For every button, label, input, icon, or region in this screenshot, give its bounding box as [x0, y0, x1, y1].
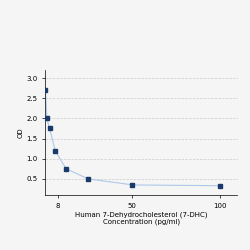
Y-axis label: OD: OD [17, 127, 23, 138]
X-axis label: Human 7-Dehydrocholesterol (7-DHC)
Concentration (pg/ml): Human 7-Dehydrocholesterol (7-DHC) Conce… [75, 212, 208, 226]
